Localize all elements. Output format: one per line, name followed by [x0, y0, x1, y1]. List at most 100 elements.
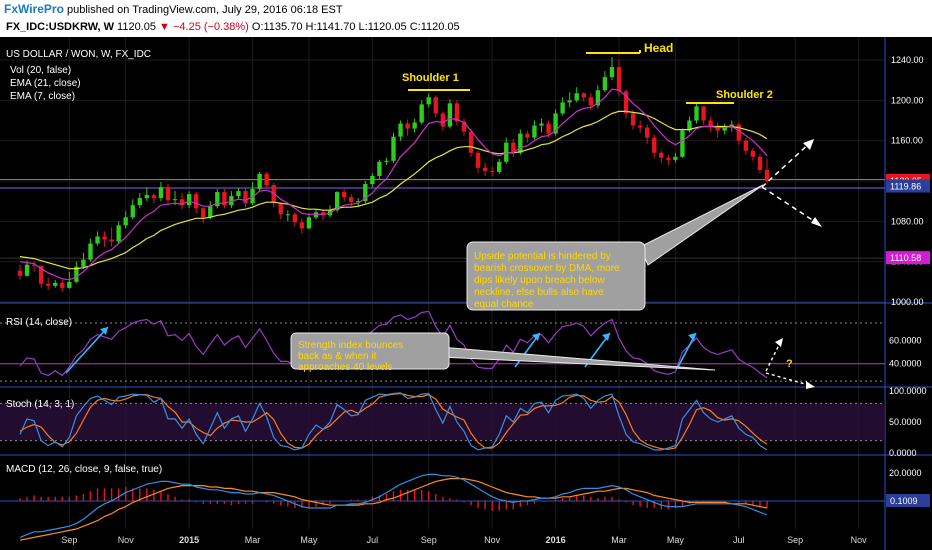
price-callout-line: equal chance	[474, 299, 534, 310]
candle-body	[243, 191, 248, 204]
x-axis-label: Nov	[484, 535, 501, 545]
candle-body	[264, 173, 269, 186]
fxwirepro-logo[interactable]: FxWirePro	[4, 2, 64, 16]
price-tag-label: 1119.86	[890, 182, 921, 192]
candle-body	[179, 199, 185, 206]
candle-body	[694, 106, 699, 121]
x-axis-label: 2016	[546, 535, 566, 545]
x-axis-label: May	[667, 535, 685, 545]
candle-body	[475, 152, 481, 168]
macd-line	[19, 473, 768, 538]
candle-body	[588, 97, 594, 106]
candle-body	[285, 214, 290, 216]
close-value: C:1120.05	[409, 21, 460, 33]
candle-body	[673, 156, 678, 160]
high-value: H:1141.70	[305, 21, 356, 33]
indicator-legend: EMA (7, close)	[10, 91, 75, 102]
candle-body	[630, 113, 636, 126]
rsi-down-forecast	[765, 372, 813, 387]
downside-arrow	[761, 186, 821, 226]
open-value: O:1135.70	[251, 21, 303, 33]
candle-body	[123, 217, 128, 226]
candle-body	[215, 192, 220, 207]
rsi-up-arrowhead	[775, 338, 783, 347]
candle-body	[257, 173, 262, 190]
rsi-tick-label: 40.0000	[889, 359, 922, 369]
price-tick-label: 1080.00	[891, 216, 924, 226]
candle-body	[31, 264, 37, 266]
candle-body	[652, 137, 657, 153]
candle-body	[334, 192, 340, 211]
candle-body	[623, 91, 629, 114]
x-axis-label: Jul	[733, 535, 745, 545]
upside-arrowhead	[803, 139, 814, 150]
candle-body	[38, 265, 44, 284]
candle-body	[137, 198, 142, 206]
x-axis-label: 2015	[179, 535, 199, 545]
candle-body	[341, 192, 347, 198]
candle-body	[666, 157, 671, 160]
price-callout-box	[466, 241, 646, 311]
candle-body	[659, 152, 664, 158]
candle-body	[165, 187, 171, 201]
x-axis-label: Nov	[118, 535, 135, 545]
candle-body	[687, 120, 692, 131]
stoch-tick-label: 50.0000	[889, 417, 922, 427]
x-axis-label: Sep	[61, 535, 77, 545]
downside-arrowhead	[811, 217, 822, 227]
candle-body	[757, 156, 763, 170]
annotations	[65, 50, 822, 389]
candle-body	[222, 192, 227, 206]
candle-body	[750, 150, 756, 157]
candle-body	[482, 167, 488, 171]
macd-tick-label: 20.0000	[889, 468, 922, 478]
candle-body	[88, 243, 93, 260]
candle-body	[546, 123, 551, 134]
candle-body	[271, 185, 276, 204]
price-tick-label: 1200.00	[891, 95, 924, 105]
candle-body	[74, 266, 79, 282]
price-tick-label: 1000.00	[891, 297, 924, 307]
rsi-callout-box	[290, 332, 450, 370]
candle-body	[151, 195, 157, 199]
candle-body	[306, 217, 312, 229]
price-callout-line: neckline, else bulls also have	[474, 287, 604, 298]
indicator-legend: EMA (21, close)	[10, 78, 81, 89]
candle-body	[722, 127, 727, 131]
stoch-k-line	[19, 392, 768, 451]
candle-body	[81, 259, 86, 267]
shoulder1-label: Shoulder 1	[402, 72, 459, 84]
candle-body	[433, 97, 438, 114]
ema7-line	[19, 88, 768, 281]
candle-body	[595, 90, 601, 106]
candle-body	[60, 282, 65, 288]
candle-body	[602, 77, 608, 91]
candle-body	[680, 130, 685, 157]
candle-body	[567, 100, 572, 103]
stoch-pane[interactable]	[0, 392, 885, 451]
low-value: L:1120.05	[358, 21, 407, 33]
price-tag-label: 1110.58	[890, 253, 921, 263]
candle-body	[278, 203, 283, 215]
candle-body	[560, 102, 565, 114]
candle-body	[426, 97, 431, 105]
rsi-bounce-arrowhead	[532, 333, 540, 341]
chart-canvas[interactable]: 1240.001200.001160.001120.001080.001040.…	[0, 37, 932, 550]
candle-body	[511, 142, 516, 153]
macd-pane[interactable]	[0, 473, 885, 541]
price-tag-bg	[886, 251, 930, 265]
chart-text: Sep Nov 2015 Mar May Jul Sep Nov 2016 Mar May Jul Se…	[6, 41, 867, 545]
x-axis-label: Sep	[787, 535, 803, 545]
macd-signal-line	[19, 478, 768, 541]
macd-tag-label: 0.1009	[890, 496, 918, 506]
candle-body	[637, 125, 643, 128]
price-pane[interactable]	[0, 56, 885, 292]
x-axis-label: Mar	[611, 535, 627, 545]
upside-arrow	[761, 140, 813, 188]
candle-body	[370, 175, 375, 185]
head-label: Head	[644, 41, 673, 55]
price-tick-label: 1160.00	[891, 136, 923, 146]
rsi-bounce-arrow	[65, 326, 109, 374]
price-tick-label: 1240.00	[891, 55, 924, 65]
symbol-label[interactable]: FX_IDC:USDKRW, W	[6, 21, 114, 33]
